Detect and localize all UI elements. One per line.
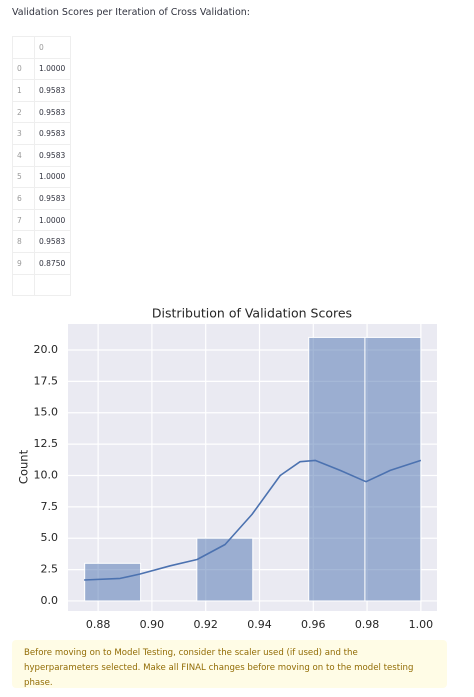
- chart-title: Distribution of Validation Scores: [152, 306, 352, 321]
- kde-line: [84, 459, 422, 581]
- table-row: 4 0.9583: [12, 143, 71, 167]
- table-row: 5 1.0000: [12, 165, 71, 189]
- table-row: 0 1.0000: [12, 57, 71, 81]
- row-index: 1: [12, 79, 35, 102]
- histogram-bar: [84, 562, 142, 602]
- row-index: 7: [12, 208, 35, 232]
- cell: 1.0000: [34, 165, 71, 189]
- cell: 1.0000: [34, 208, 71, 232]
- cell: [12, 273, 35, 297]
- x-tick-label: 0.92: [193, 618, 218, 630]
- y-tick-label: 17.5: [34, 374, 59, 387]
- row-index: 3: [12, 122, 35, 145]
- y-tick-label: 15.0: [34, 406, 59, 419]
- row-index: 8: [12, 230, 35, 253]
- y-tick-label: 0.0: [41, 594, 59, 607]
- cell: 0.9583: [34, 79, 71, 102]
- row-index: 4: [12, 143, 35, 167]
- cell: [34, 273, 71, 297]
- table-row: 1 0.9583: [12, 79, 71, 102]
- warning-note: Before moving on to Model Testing, consi…: [12, 640, 447, 688]
- row-index: 0: [12, 57, 35, 81]
- cell: 0.9583: [34, 230, 71, 253]
- y-tick-label: 2.5: [41, 563, 59, 576]
- index-header: [12, 36, 35, 59]
- x-tick-label: 1.00: [409, 618, 434, 630]
- table-row: 6 0.9583: [12, 187, 71, 210]
- row-index: 5: [12, 165, 35, 189]
- table-row: 3 0.9583: [12, 122, 71, 145]
- header-row: 0: [12, 36, 71, 59]
- x-tick-label: 0.88: [86, 618, 111, 630]
- heading: Validation Scores per Iteration of Cross…: [12, 7, 250, 18]
- chart: Distribution of Validation Scores Count …: [17, 306, 437, 630]
- y-tick-label: 7.5: [41, 500, 59, 513]
- empty-row: [12, 273, 71, 297]
- x-tick-label: 0.90: [140, 618, 165, 630]
- x-tick-label: 0.96: [301, 618, 326, 630]
- cell: 1.0000: [34, 57, 71, 81]
- cell: 0.9583: [34, 100, 71, 124]
- table-row: 7 1.0000: [12, 208, 71, 232]
- cell: 0.9583: [34, 143, 71, 167]
- x-tick-label: 0.94: [247, 618, 272, 630]
- y-axis-label: Count: [17, 449, 31, 484]
- table-row: 9 0.8750: [12, 251, 71, 275]
- x-tick-label: 0.98: [355, 618, 380, 630]
- table-row: 2 0.9583: [12, 100, 71, 124]
- y-tick-label: 5.0: [41, 531, 59, 544]
- histogram-bar: [196, 537, 254, 602]
- cell: 0.9583: [34, 187, 71, 210]
- cell: 0.8750: [34, 251, 71, 275]
- table-row: 8 0.9583: [12, 230, 71, 253]
- row-index: 9: [12, 251, 35, 275]
- y-tick-label: 20.0: [34, 343, 59, 356]
- y-tick-label: 10.0: [34, 468, 59, 481]
- y-tick-label: 12.5: [34, 437, 59, 450]
- row-index: 6: [12, 187, 35, 210]
- cell: 0.9583: [34, 122, 71, 145]
- column-header: 0: [34, 36, 71, 59]
- data-table: 0 0 1.0000 1 0.9583 2 0.9583 3 0.9583 4 0.9583 5 1.0…: [12, 36, 71, 297]
- row-index: 2: [12, 100, 35, 124]
